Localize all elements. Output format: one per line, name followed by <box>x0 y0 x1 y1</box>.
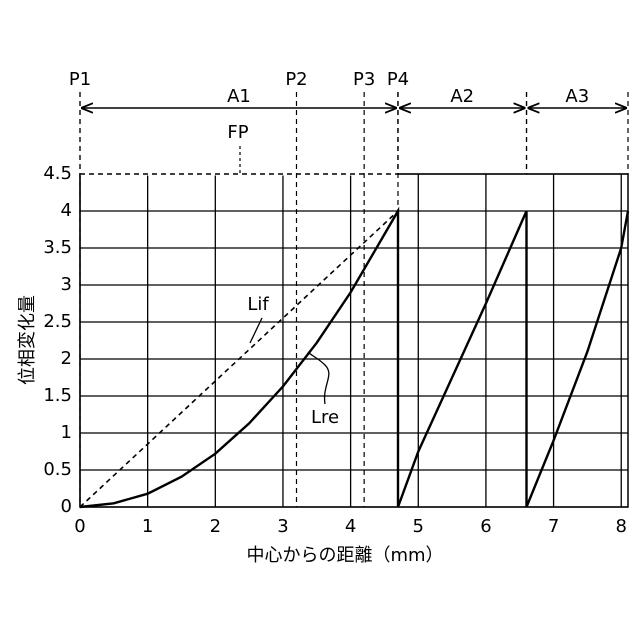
x-tick-label: 3 <box>277 516 288 537</box>
x-tick-label: 0 <box>74 516 85 537</box>
marker-label: P4 <box>387 69 409 90</box>
x-tick-label: 2 <box>210 516 221 537</box>
fp-label: FP <box>227 122 248 143</box>
x-tick-label: 8 <box>616 516 627 537</box>
region-label: A1 <box>227 86 251 107</box>
region-label: A2 <box>450 86 474 107</box>
x-tick-label: 1 <box>142 516 153 537</box>
x-tick-label: 7 <box>548 516 559 537</box>
y-tick-label: 4.5 <box>43 163 72 184</box>
y-tick-label: 3 <box>61 274 72 295</box>
y-tick-label: 2 <box>61 348 72 369</box>
x-axis-label: 中心からの距離（mm） <box>246 545 443 566</box>
marker-label: P3 <box>353 69 375 90</box>
y-axis-label: 位相変化量 <box>17 295 38 385</box>
y-tick-label: 1.5 <box>43 385 72 406</box>
chart: 中心からの距離（mm） 位相変化量 0 0.5 1 1.5 2 2.5 3 3.5 4 4.5 0 1… <box>0 0 640 640</box>
y-tick-label: 2.5 <box>43 311 72 332</box>
x-tick-label: 4 <box>345 516 356 537</box>
marker-label: P1 <box>69 69 91 90</box>
region-label: A3 <box>565 86 589 107</box>
x-tick-label: 5 <box>413 516 424 537</box>
x-tick-label: 6 <box>480 516 491 537</box>
marker-label: P2 <box>285 69 307 90</box>
series-label: Lif <box>247 294 269 315</box>
y-tick-label: 1 <box>61 422 72 443</box>
series-label: Lre <box>311 407 339 428</box>
y-tick-label: 4 <box>61 200 72 221</box>
y-tick-label: 0 <box>61 496 72 517</box>
y-tick-label: 3.5 <box>43 237 72 258</box>
y-tick-label: 0.5 <box>43 459 72 480</box>
